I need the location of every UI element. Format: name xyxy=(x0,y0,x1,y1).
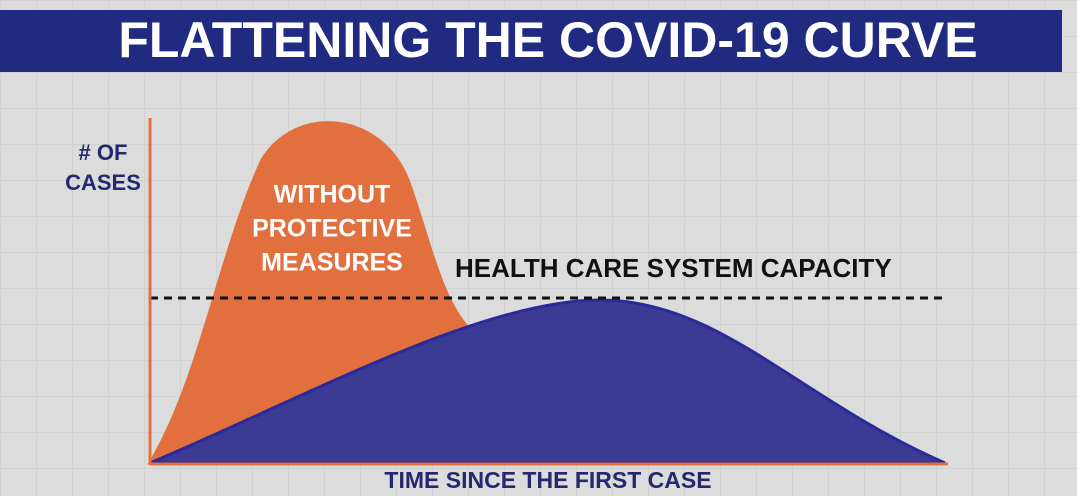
y-axis-label: # OF xyxy=(79,140,128,165)
x-axis-label: TIME SINCE THE FIRST CASE xyxy=(384,467,711,493)
title-banner xyxy=(0,10,1062,72)
curve-label: WITHOUT xyxy=(274,181,391,209)
curve-label: PROTECTIVE xyxy=(252,215,412,243)
title: FLATTENING THE COVID-19 CURVE xyxy=(118,12,977,68)
curve-label: MEASURES xyxy=(261,249,403,277)
blue-curve xyxy=(149,298,946,465)
y-axis-label: CASES xyxy=(65,170,141,195)
capacity-label: HEALTH CARE SYSTEM CAPACITY xyxy=(455,253,892,283)
